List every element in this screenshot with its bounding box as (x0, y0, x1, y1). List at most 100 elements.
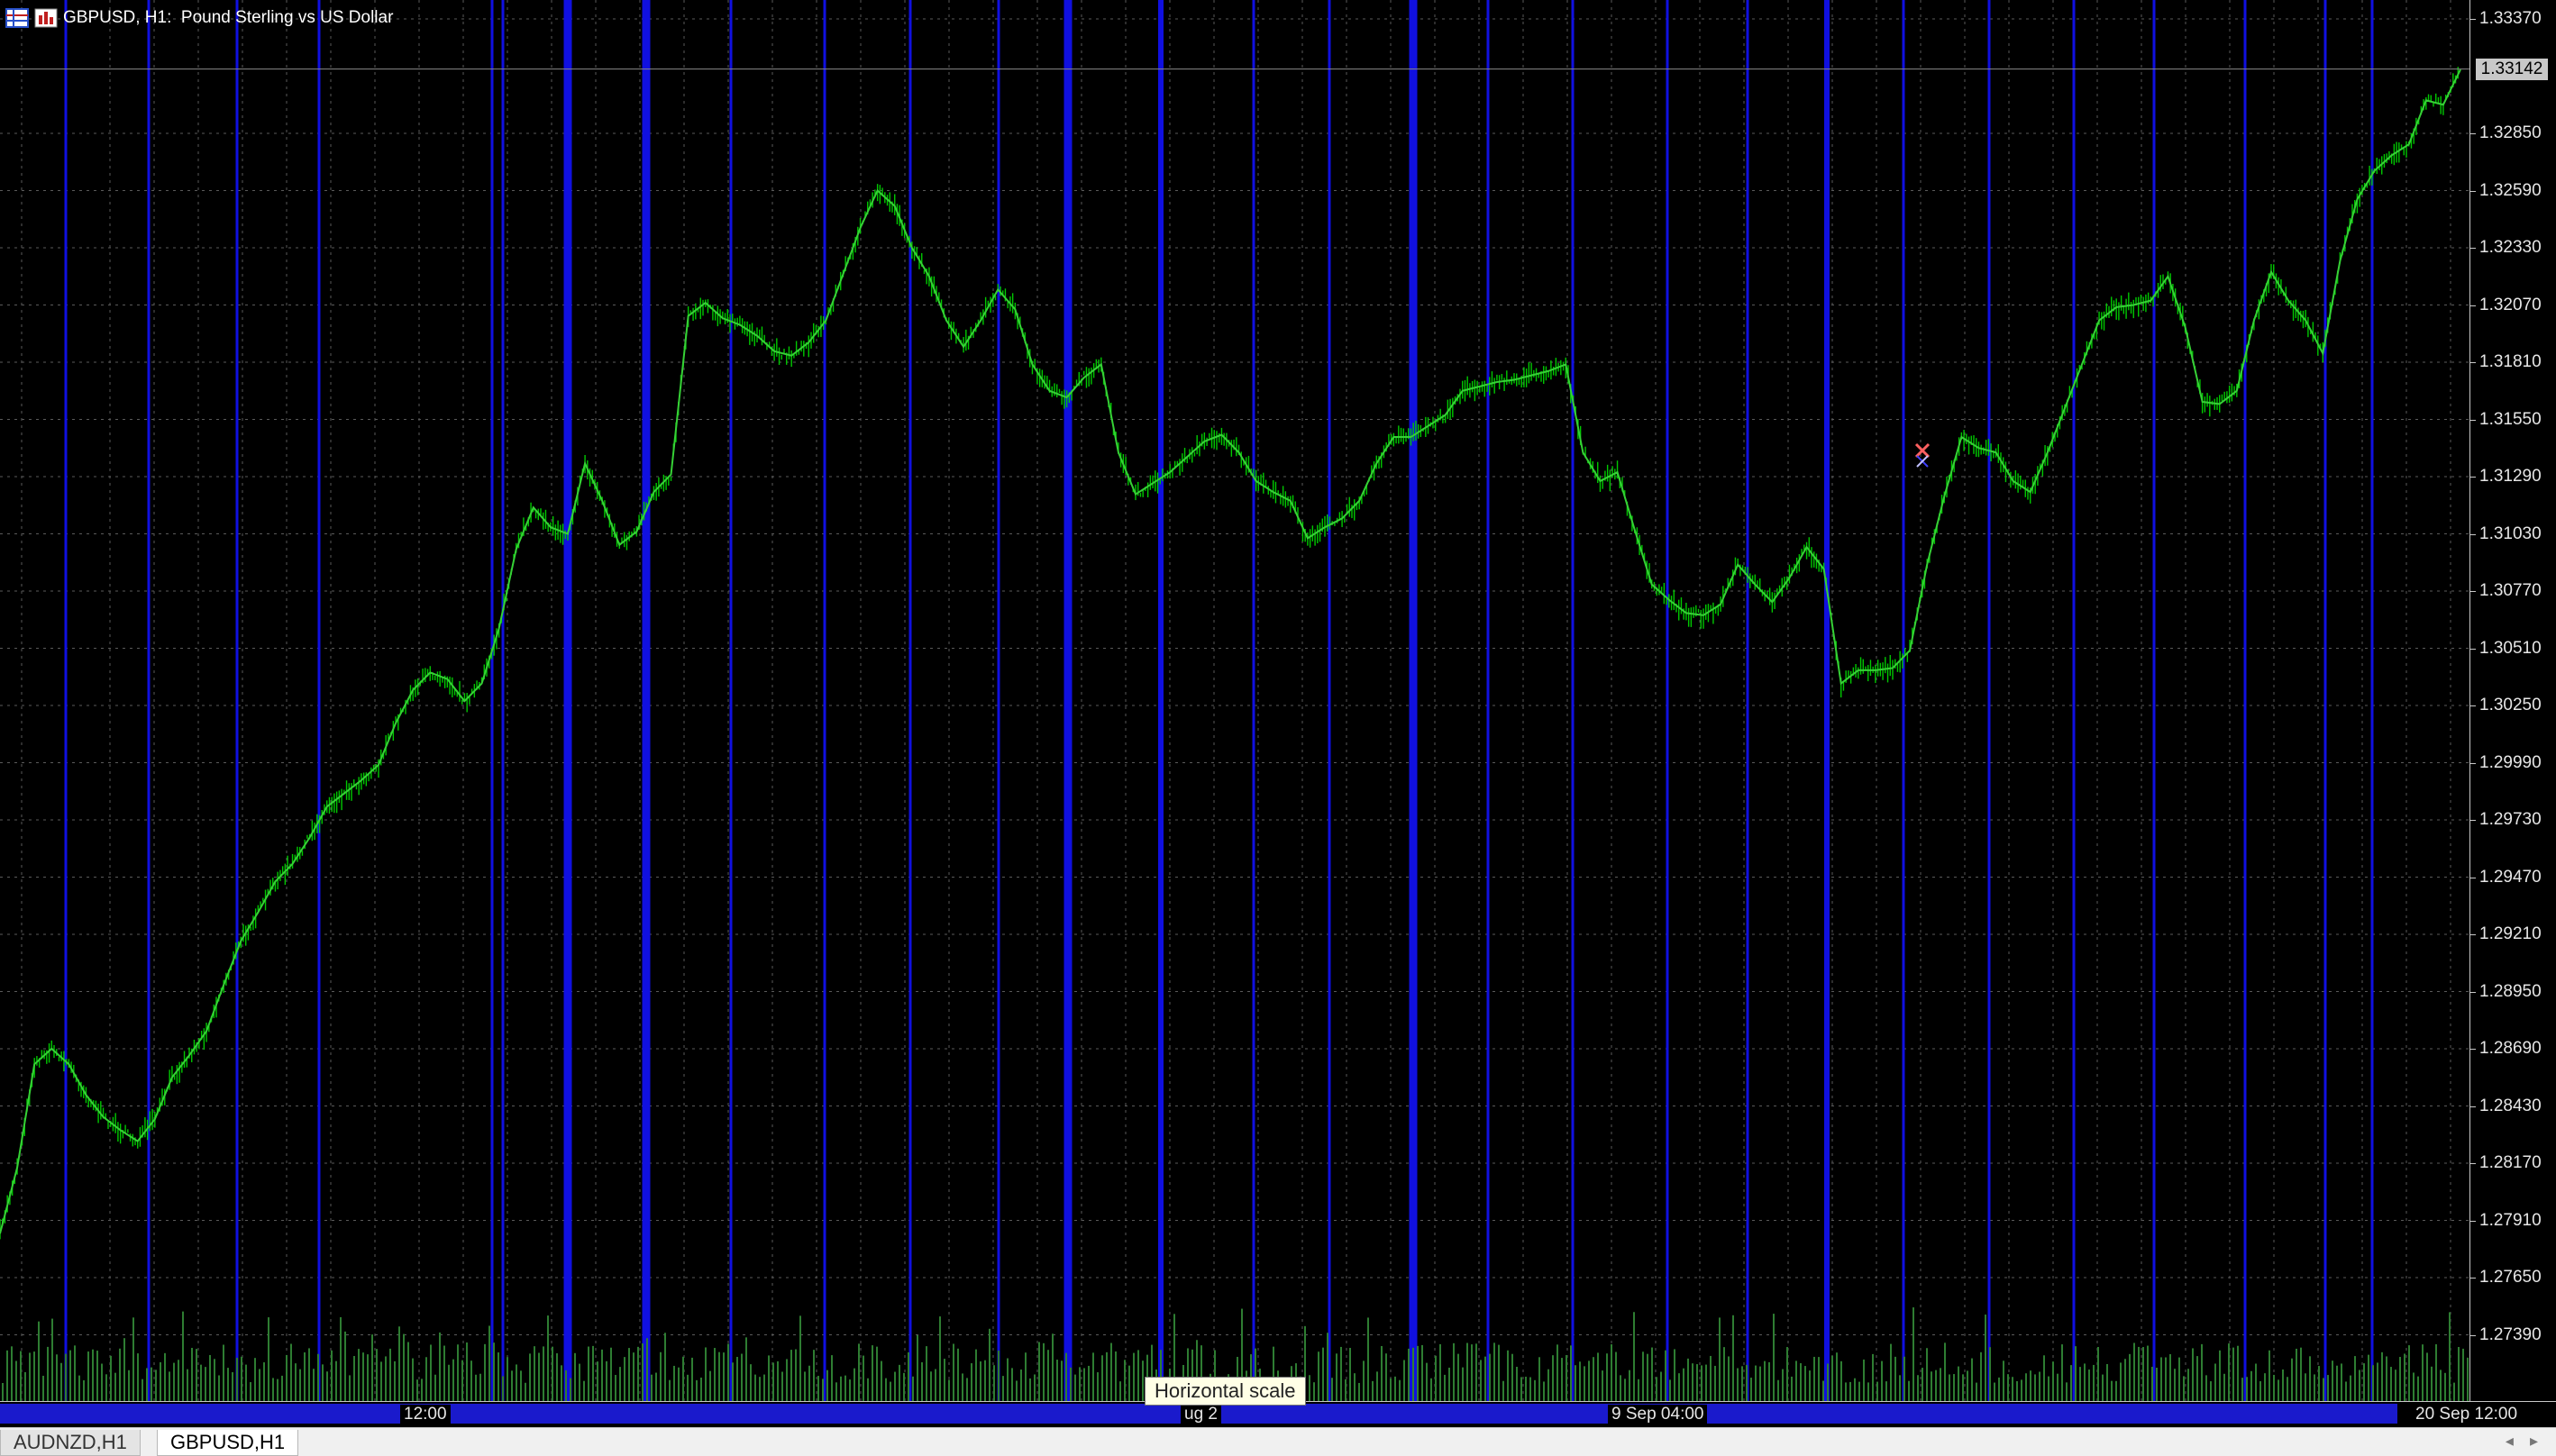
volume-bar (1128, 1365, 1130, 1401)
volume-bar (1011, 1368, 1013, 1401)
chart-type-icon[interactable] (34, 8, 58, 28)
time-scale[interactable]: 12:00 ug 2 9 Sep 04:00 20 Sep 12:00 (0, 1401, 2556, 1427)
price-tick (2470, 591, 2476, 592)
volume-bar (2165, 1357, 2167, 1401)
price-scale[interactable]: 1.33370 1.32850 1.32590 1.32330 1.32070 1.318… (2469, 0, 2556, 1401)
price-chart[interactable] (0, 0, 2469, 1401)
volume-bar (1566, 1354, 1567, 1401)
volume-bar (768, 1355, 770, 1401)
volume-bar (966, 1378, 968, 1401)
volume-bar (1052, 1333, 1054, 1401)
volume-bar (876, 1346, 878, 1401)
volume-bar (29, 1352, 31, 1401)
volume-bar (637, 1346, 639, 1401)
volume-bar (1480, 1360, 1482, 1401)
volume-bar (452, 1359, 454, 1401)
volume-bar (808, 1365, 810, 1401)
price-label: 1.29990 (2479, 752, 2542, 772)
volume-bar (2246, 1377, 2248, 1401)
volume-bar (588, 1346, 589, 1401)
price-tick (2470, 705, 2476, 706)
volume-bar (47, 1346, 49, 1401)
price-label: 1.29470 (2479, 867, 2542, 887)
volume-bar (1561, 1358, 1563, 1401)
volume-bar (750, 1364, 752, 1401)
volume-bar (1534, 1379, 1536, 1401)
tab-gbpusd[interactable]: GBPUSD,H1 (157, 1430, 299, 1456)
volume-bar (268, 1317, 269, 1401)
volume-bar (917, 1334, 918, 1401)
volume-bar (2381, 1351, 2383, 1401)
volume-bar (1047, 1350, 1049, 1401)
volume-bar (2003, 1360, 2004, 1401)
volume-bar (1597, 1352, 1599, 1401)
volume-bar (786, 1359, 788, 1401)
volume-bar (1304, 1325, 1306, 1401)
volume-bar (1876, 1381, 1878, 1401)
volume-bar (1403, 1360, 1405, 1401)
chevron-left-icon[interactable]: ◂ (2505, 1432, 2514, 1450)
chart-area[interactable]: GBPUSD, H1: Pound Sterling vs US Dollar (0, 0, 2469, 1401)
volume-bar (1994, 1382, 1995, 1401)
volume-bar (826, 1370, 828, 1401)
price-tick (2470, 305, 2476, 306)
volume-bar (470, 1360, 472, 1401)
volume-bar (1804, 1366, 1806, 1401)
volume-bar (1349, 1347, 1351, 1401)
volume-bar (178, 1360, 179, 1401)
price-label: 1.30770 (2479, 581, 2542, 600)
volume-bar (1493, 1342, 1495, 1401)
volume-bar (1791, 1376, 1793, 1401)
volume-bar (953, 1343, 954, 1401)
volume-bar (1516, 1366, 1518, 1401)
price-label: 1.27910 (2479, 1210, 2542, 1230)
volume-bar (1439, 1343, 1441, 1401)
volume-bar (583, 1380, 585, 1401)
volume-bar (1417, 1345, 1419, 1401)
volume-bar (1728, 1356, 1730, 1401)
volume-bar (1962, 1374, 1964, 1401)
volume-bar (488, 1325, 490, 1401)
volume-bar (1611, 1343, 1612, 1401)
chevron-right-icon[interactable]: ▸ (2529, 1432, 2538, 1450)
volume-bar (1719, 1317, 1721, 1401)
volume-bar (2133, 1342, 2135, 1401)
volume-bar (565, 1370, 567, 1401)
volume-bar (358, 1349, 360, 1401)
volume-bar (1777, 1379, 1779, 1401)
volume-bar (1336, 1353, 1337, 1401)
volume-bar (1070, 1367, 1072, 1401)
volume-bar (1160, 1350, 1162, 1401)
volume-bar (421, 1379, 423, 1401)
volume-bar (890, 1381, 891, 1401)
price-tick (2470, 1106, 2476, 1107)
volume-bar (196, 1349, 197, 1401)
volume-bar (2264, 1373, 2266, 1401)
volume-bar (1633, 1312, 1635, 1401)
volume-bar (2093, 1364, 2095, 1401)
trade-cross-icon[interactable] (1914, 442, 1931, 468)
volume-bar (795, 1349, 797, 1401)
volume-bar (1786, 1347, 1788, 1401)
volume-bar (1647, 1353, 1648, 1401)
volume-bar (263, 1362, 265, 1401)
volume-bar (2278, 1379, 2279, 1401)
volume-bar (1381, 1345, 1383, 1401)
volume-bar (1651, 1347, 1653, 1401)
volume-bar (2287, 1377, 2288, 1401)
volume-bar (1448, 1367, 1450, 1401)
volume-bar (1746, 1364, 1748, 1401)
volume-bar (254, 1358, 256, 1401)
grid-menu-icon[interactable] (5, 8, 29, 28)
volume-bar (543, 1346, 544, 1401)
volume-bar (2124, 1359, 2126, 1401)
volume-bar (507, 1357, 508, 1401)
volume-bar (2255, 1363, 2257, 1401)
volume-bar (1466, 1342, 1468, 1401)
volume-bar (1525, 1376, 1527, 1401)
volume-bar (1241, 1308, 1243, 1401)
volume-bar (1065, 1352, 1067, 1401)
tab-audnzd[interactable]: AUDNZD,H1 (0, 1430, 141, 1456)
volume-bar (1061, 1360, 1063, 1401)
volume-bar (1849, 1381, 1851, 1401)
